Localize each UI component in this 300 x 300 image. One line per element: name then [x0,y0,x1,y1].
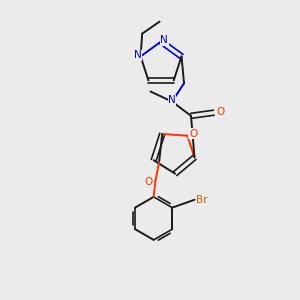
Text: N: N [134,50,141,60]
Text: Br: Br [196,195,208,205]
Text: N: N [168,95,176,105]
Text: N: N [160,35,168,45]
Text: O: O [216,107,224,117]
Text: O: O [145,177,153,187]
Text: O: O [189,129,197,139]
